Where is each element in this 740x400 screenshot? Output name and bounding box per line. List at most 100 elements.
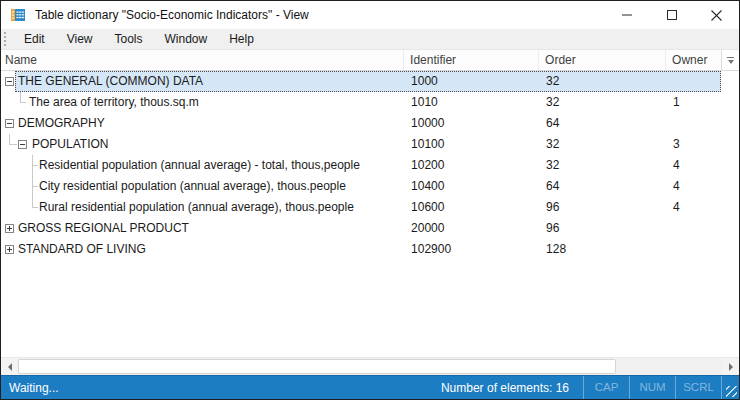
name-cell: City residential population (annual aver…: [1, 176, 404, 197]
resize-grip[interactable]: [721, 376, 739, 399]
menu-help[interactable]: Help: [218, 29, 265, 49]
order-cell: 96: [539, 197, 666, 218]
name-cell: DEMOGRAPHY: [1, 113, 404, 134]
owner-cell: 4: [666, 155, 721, 176]
identifier-cell: 20000: [404, 218, 539, 239]
owner-cell: 4: [666, 197, 721, 218]
scroll-lock-indicator: SCRL: [675, 376, 721, 399]
row-name: DEMOGRAPHY: [18, 113, 105, 134]
table-row[interactable]: DEMOGRAPHY 10000 64: [1, 113, 721, 134]
menu-grip[interactable]: [4, 32, 7, 46]
identifier-cell: 10200: [404, 155, 539, 176]
status-message: Waiting...: [1, 381, 59, 395]
name-cell: GROSS REGIONAL PRODUCT: [1, 218, 404, 239]
menu-tools[interactable]: Tools: [103, 29, 153, 49]
row-name: The area of territory, thous.sq.m: [29, 92, 199, 113]
owner-cell: [666, 218, 721, 239]
title-bar: Table dictionary "Socio-Economic Indicat…: [1, 1, 739, 29]
order-cell: 64: [539, 113, 666, 134]
column-header-identifier[interactable]: Identifier: [404, 50, 539, 70]
identifier-cell: 1010: [404, 92, 539, 113]
column-header-owner[interactable]: Owner: [666, 50, 721, 70]
tree-connector: [32, 187, 33, 197]
name-cell: STANDARD OF LIVING: [1, 239, 404, 260]
tree-grid: Name Identifier Order Owner THE GENERAL …: [1, 50, 739, 375]
table-row[interactable]: The area of territory, thous.sq.m 1010 3…: [1, 92, 721, 113]
identifier-cell: 10400: [404, 176, 539, 197]
grid-main: Name Identifier Order Owner THE GENERAL …: [1, 50, 721, 357]
tree-connector: [9, 134, 17, 145]
maximize-icon: [667, 10, 677, 20]
order-cell: 96: [539, 218, 666, 239]
menu-bar: Edit View Tools Window Help: [1, 29, 739, 50]
order-cell: 32: [539, 92, 666, 113]
table-row[interactable]: THE GENERAL (COMMON) DATA 1000 32: [1, 71, 721, 92]
column-options-button[interactable]: [721, 50, 739, 71]
owner-cell: 4: [666, 176, 721, 197]
column-header-order[interactable]: Order: [539, 50, 666, 70]
scroll-left-button[interactable]: [1, 358, 18, 375]
order-cell: 32: [539, 134, 666, 155]
row-name: POPULATION: [32, 134, 108, 155]
row-name: Rural residential population (annual ave…: [39, 197, 354, 218]
tree-expander[interactable]: [5, 119, 14, 128]
tree-expander[interactable]: [18, 140, 27, 149]
tree-connector: [20, 92, 26, 103]
owner-cell: 3: [666, 134, 721, 155]
table-row[interactable]: City residential population (annual aver…: [1, 176, 721, 197]
tree-connector: [32, 176, 38, 187]
name-cell: Residential population (annual average) …: [1, 155, 404, 176]
row-name: Residential population (annual average) …: [39, 155, 360, 176]
maximize-button[interactable]: [649, 1, 694, 29]
window-title: Table dictionary "Socio-Economic Indicat…: [35, 8, 309, 22]
grid-gutter: [721, 50, 739, 357]
tree-expander[interactable]: [5, 245, 14, 254]
menu-edit[interactable]: Edit: [13, 29, 56, 49]
caps-lock-indicator: CAP: [583, 376, 629, 399]
name-cell: POPULATION: [1, 134, 404, 155]
name-cell: The area of territory, thous.sq.m: [1, 92, 404, 113]
tree-expander[interactable]: [5, 77, 14, 86]
identifier-cell: 10100: [404, 134, 539, 155]
grid-rows: THE GENERAL (COMMON) DATA 1000 32 The ar…: [1, 71, 721, 260]
identifier-cell: 1000: [404, 71, 539, 92]
identifier-cell: 10600: [404, 197, 539, 218]
order-cell: 32: [539, 71, 666, 92]
element-count: Number of elements: 16: [441, 381, 583, 395]
tree-connector: [32, 155, 38, 166]
menu-items: Edit View Tools Window Help: [13, 29, 265, 49]
minimize-button[interactable]: [604, 1, 649, 29]
scrollbar-thumb[interactable]: [18, 359, 616, 374]
tree-connector: [32, 166, 33, 176]
row-name: STANDARD OF LIVING: [18, 239, 146, 260]
status-bar: Waiting... Number of elements: 16 CAP NU…: [1, 375, 739, 399]
menu-view[interactable]: View: [56, 29, 104, 49]
table-row[interactable]: STANDARD OF LIVING 102900 128: [1, 239, 721, 260]
tree-connector: [32, 197, 38, 208]
grid-header: Name Identifier Order Owner: [1, 50, 721, 71]
scrollbar-track[interactable]: [18, 358, 722, 375]
identifier-cell: 102900: [404, 239, 539, 260]
chevron-down-icon: [728, 60, 734, 64]
horizontal-scrollbar[interactable]: [1, 357, 739, 375]
column-header-name[interactable]: Name: [1, 50, 404, 70]
scroll-right-icon: [729, 363, 733, 371]
owner-cell: 1: [666, 92, 721, 113]
owner-cell: [666, 71, 721, 92]
app-icon: [10, 7, 26, 23]
menu-window[interactable]: Window: [154, 29, 219, 49]
row-name: THE GENERAL (COMMON) DATA: [18, 71, 203, 92]
app-window: Table dictionary "Socio-Economic Indicat…: [0, 0, 740, 400]
table-row[interactable]: Rural residential population (annual ave…: [1, 197, 721, 218]
column-options-icon: [727, 57, 734, 58]
num-lock-indicator: NUM: [629, 376, 675, 399]
table-row[interactable]: POPULATION 10100 32 3: [1, 134, 721, 155]
scroll-right-button[interactable]: [722, 358, 739, 375]
grid-empty-area: [1, 260, 721, 357]
close-button[interactable]: [694, 1, 739, 29]
table-row[interactable]: Residential population (annual average) …: [1, 155, 721, 176]
table-row[interactable]: GROSS REGIONAL PRODUCT 20000 96: [1, 218, 721, 239]
row-name: City residential population (annual aver…: [39, 176, 346, 197]
tree-expander[interactable]: [5, 224, 14, 233]
close-icon: [711, 10, 722, 21]
